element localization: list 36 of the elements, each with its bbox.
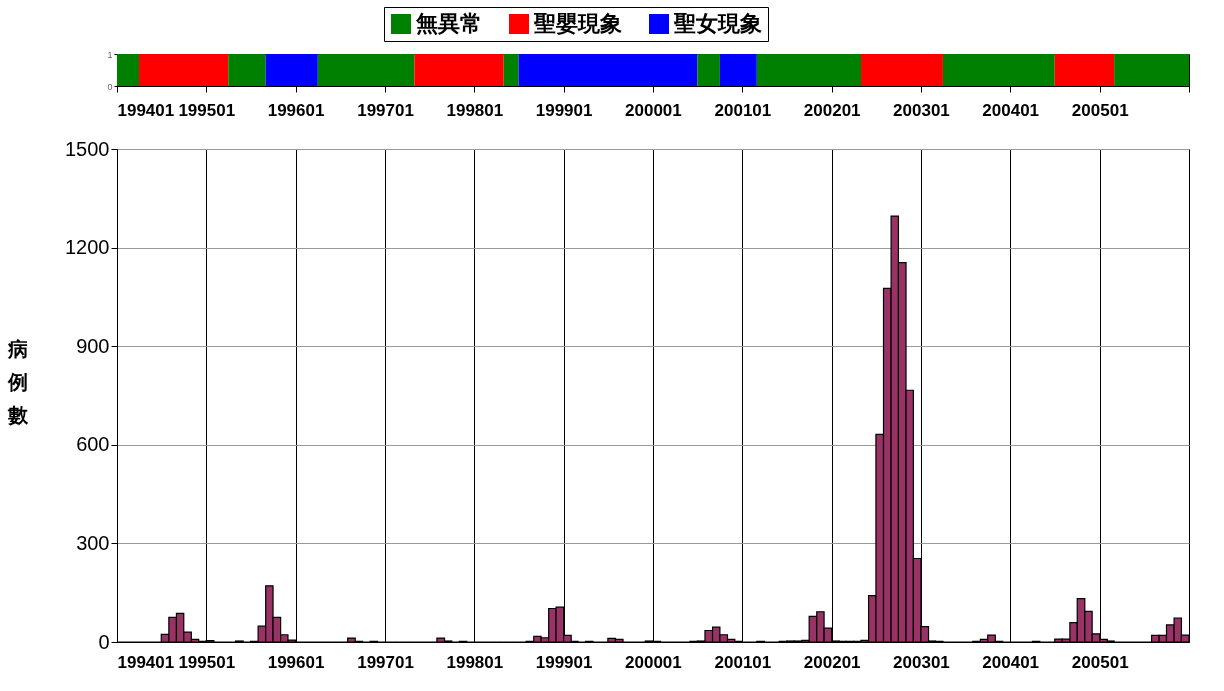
y-tick-label: 1500	[65, 137, 110, 160]
x-tick-label: 199501	[178, 100, 236, 120]
x-tick-label: 199801	[446, 652, 504, 672]
x-tick-label: 199401	[117, 652, 175, 672]
x-tick-label: 200301	[893, 100, 950, 120]
x-tick-label: 200101	[714, 652, 772, 672]
y-tick-label: 1200	[65, 236, 110, 259]
legend-label: 聖嬰現象	[533, 11, 622, 36]
legend-label: 聖女現象	[673, 11, 762, 36]
x-tick-label: 199401	[117, 100, 175, 120]
y-tick-label: 600	[76, 433, 110, 456]
x-tick-label: 200001	[625, 100, 682, 120]
x-tick-label: 200101	[714, 100, 772, 120]
x-tick-label: 199801	[446, 100, 504, 120]
x-tick-label: 200401	[982, 652, 1040, 672]
legend-label: 無異常	[415, 11, 482, 36]
x-tick-label: 199601	[267, 652, 325, 672]
x-tick-label: 200401	[982, 100, 1040, 120]
x-tick-label: 199601	[267, 100, 325, 120]
y-tick-label: 1	[107, 49, 113, 60]
x-tick-label: 200501	[1071, 652, 1129, 672]
x-tick-label: 199701	[357, 100, 414, 120]
x-tick-label: 200201	[803, 652, 861, 672]
x-tick-label: 200001	[625, 652, 682, 672]
y-tick-label: 900	[76, 334, 110, 357]
y-tick-label: 0	[107, 81, 113, 92]
x-tick-label: 200301	[893, 652, 950, 672]
x-tick-label: 199701	[357, 652, 414, 672]
y-axis-title: 病例數	[6, 337, 29, 426]
y-tick-label: 300	[76, 531, 110, 554]
x-tick-label: 199901	[535, 100, 593, 120]
x-tick-label: 199901	[535, 652, 593, 672]
y-tick-label: 0	[98, 630, 110, 653]
x-tick-label: 200201	[803, 100, 861, 120]
x-tick-label: 200501	[1071, 100, 1129, 120]
x-tick-label: 199501	[178, 652, 236, 672]
